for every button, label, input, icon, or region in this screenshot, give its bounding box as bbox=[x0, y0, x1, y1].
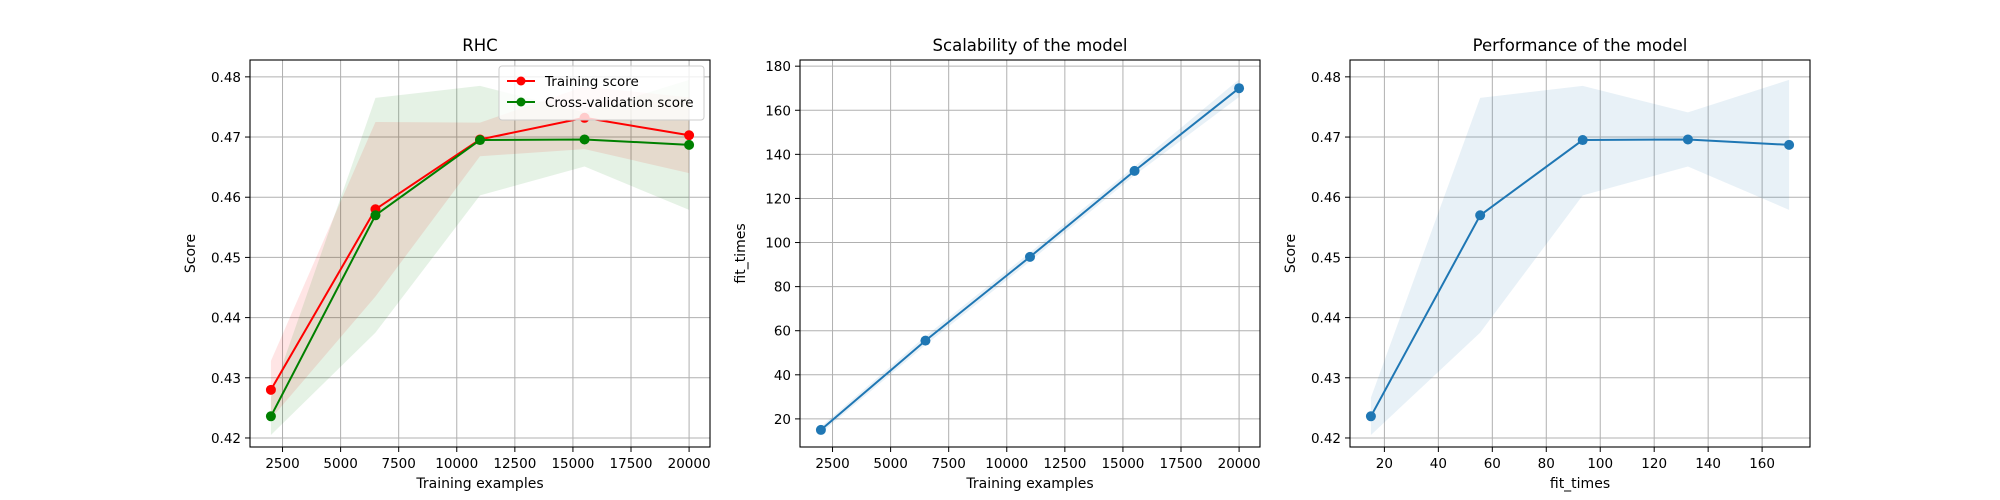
data-point bbox=[1784, 139, 1795, 150]
data-point bbox=[1025, 251, 1035, 262]
x-tick-label: 20 bbox=[1376, 456, 1393, 472]
y-tick-label: 0.43 bbox=[211, 371, 241, 387]
data-point bbox=[370, 210, 381, 221]
data-point bbox=[265, 411, 276, 422]
y-tick-label: 0.46 bbox=[211, 190, 241, 206]
x-tick-label: 2500 bbox=[265, 456, 299, 472]
x-tick-label: 20000 bbox=[668, 456, 711, 472]
plot-frame bbox=[799, 59, 1261, 448]
y-tick-label: 0.45 bbox=[1311, 250, 1341, 266]
data-point bbox=[815, 424, 826, 435]
chart-title: Performance of the model bbox=[1473, 36, 1688, 55]
x-tick-label: 100 bbox=[1587, 456, 1613, 472]
y-axis-label: Score bbox=[1283, 234, 1299, 273]
y-tick-label: 120 bbox=[765, 191, 791, 207]
y-tick-label: 0.44 bbox=[1311, 311, 1341, 327]
plot-frame bbox=[249, 59, 711, 448]
data-point bbox=[1129, 165, 1140, 176]
x-tick-label: 7500 bbox=[382, 456, 416, 472]
data-point bbox=[265, 384, 276, 395]
chart-performance: 20 40 60 80 100 120 140 160 0.42 0.43 0.44 0.45 0.46… bbox=[1283, 36, 1811, 492]
std-band bbox=[270, 79, 690, 435]
x-tick-label: 80 bbox=[1538, 456, 1555, 472]
data-point bbox=[1577, 135, 1588, 146]
legend-marker bbox=[516, 97, 526, 107]
y-tick-label: 0.42 bbox=[211, 431, 241, 447]
x-tick-label: 10000 bbox=[985, 456, 1028, 472]
x-tick-label: 5000 bbox=[323, 456, 357, 472]
x-tick-label: 17500 bbox=[1160, 456, 1203, 472]
x-axis-label: fit_times bbox=[1550, 476, 1610, 492]
data-point bbox=[684, 139, 695, 150]
y-tick-label: 0.47 bbox=[211, 130, 241, 146]
data-point bbox=[579, 134, 590, 145]
legend-label: Training score bbox=[544, 74, 639, 90]
plot-frame bbox=[1349, 59, 1811, 448]
y-tick-label: 0.44 bbox=[211, 311, 241, 327]
data-point bbox=[684, 130, 695, 141]
x-tick-label: 12500 bbox=[1043, 456, 1086, 472]
y-tick-label: 140 bbox=[765, 147, 791, 163]
x-axis-label: Training examples bbox=[965, 476, 1093, 492]
y-tick-label: 40 bbox=[774, 368, 791, 384]
chart-scalability: 2500 5000 7500 10000 12500 15000 17500 20000 20 4… bbox=[733, 36, 1261, 492]
y-tick-label: 180 bbox=[765, 59, 791, 75]
x-tick-label: 60 bbox=[1484, 456, 1501, 472]
y-tick-label: 0.48 bbox=[1311, 70, 1341, 86]
x-tick-label: 7500 bbox=[932, 456, 966, 472]
data-point bbox=[1234, 83, 1245, 94]
y-tick-label: 60 bbox=[774, 324, 791, 340]
x-tick-label: 5000 bbox=[873, 456, 907, 472]
x-axis-label: Training examples bbox=[415, 476, 543, 492]
x-tick-label: 20000 bbox=[1218, 456, 1261, 472]
chart-title: Scalability of the model bbox=[933, 36, 1128, 55]
y-axis-label: Score bbox=[183, 234, 199, 273]
std-band bbox=[270, 86, 690, 419]
y-tick-label: 0.45 bbox=[211, 250, 241, 266]
x-tick-label: 17500 bbox=[610, 456, 653, 472]
data-point bbox=[1365, 411, 1376, 422]
x-tick-label: 40 bbox=[1430, 456, 1447, 472]
data-point bbox=[1682, 134, 1693, 145]
chart-rhc: 2500 5000 7500 10000 12500 15000 17500 20000 0.4… bbox=[183, 36, 711, 492]
x-tick-label: 15000 bbox=[551, 456, 594, 472]
y-tick-label: 0.42 bbox=[1311, 431, 1341, 447]
x-tick-label: 2500 bbox=[815, 456, 849, 472]
y-axis-label: fit_times bbox=[733, 223, 749, 283]
y-tick-label: 0.48 bbox=[211, 70, 241, 86]
y-tick-label: 80 bbox=[774, 280, 791, 296]
x-tick-label: 160 bbox=[1749, 456, 1775, 472]
chart-title: RHC bbox=[462, 36, 497, 55]
y-tick-label: 100 bbox=[765, 236, 791, 252]
legend: Training score Cross-validation score bbox=[498, 65, 705, 121]
legend-label: Cross-validation score bbox=[545, 95, 694, 111]
y-tick-label: 0.47 bbox=[1311, 130, 1341, 146]
y-tick-label: 160 bbox=[765, 103, 791, 119]
data-point bbox=[1475, 210, 1486, 221]
x-tick-label: 140 bbox=[1695, 456, 1721, 472]
data-point bbox=[475, 135, 485, 146]
x-tick-label: 12500 bbox=[493, 456, 536, 472]
x-tick-label: 10000 bbox=[435, 456, 478, 472]
y-tick-label: 20 bbox=[774, 412, 791, 428]
legend-box bbox=[498, 65, 705, 121]
legend-marker bbox=[516, 76, 526, 86]
std-band bbox=[1370, 79, 1790, 435]
data-point bbox=[920, 335, 931, 346]
y-tick-label: 0.43 bbox=[1311, 371, 1341, 387]
x-tick-label: 15000 bbox=[1101, 456, 1144, 472]
x-tick-label: 120 bbox=[1641, 456, 1667, 472]
y-tick-label: 0.46 bbox=[1311, 190, 1341, 206]
